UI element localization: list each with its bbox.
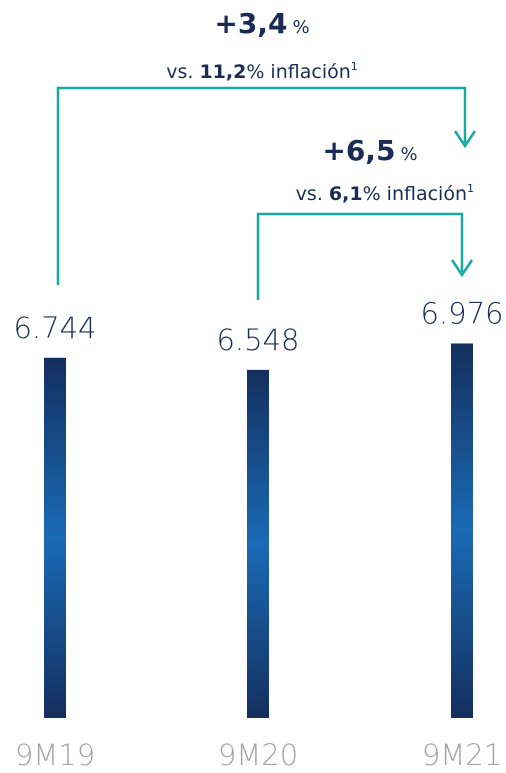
suffix: % inflación xyxy=(246,61,350,83)
bar xyxy=(247,369,269,718)
unit: % xyxy=(293,17,310,38)
unit: % xyxy=(401,144,418,165)
change: +3,4 xyxy=(214,7,287,40)
x-tick-label: 9M19 xyxy=(15,738,95,772)
inflation: 6,1 xyxy=(329,183,363,205)
annotation-inflation: vs. 11,2% inflación1 xyxy=(166,60,358,83)
x-tick-label: 9M20 xyxy=(218,738,298,772)
bar xyxy=(451,343,473,718)
footnote: 1 xyxy=(467,182,474,195)
annotation-inflation: vs. 6,1% inflación1 xyxy=(296,182,474,205)
arrow-head xyxy=(450,259,474,278)
suffix: % inflación xyxy=(363,183,467,205)
arrow xyxy=(56,86,467,285)
change: +6,5 xyxy=(322,134,395,167)
prefix: vs. xyxy=(296,183,323,205)
footnote: 1 xyxy=(351,60,358,73)
prefix: vs. xyxy=(166,61,193,83)
arrow-head xyxy=(453,130,477,149)
annotation-change: +6,5 % xyxy=(322,134,417,167)
annotation-change: +3,4 % xyxy=(214,7,309,40)
bar xyxy=(44,357,66,718)
value-label: 6.548 xyxy=(216,323,299,357)
arrow xyxy=(256,212,464,300)
inflation: 11,2 xyxy=(199,61,246,83)
value-label: 6.744 xyxy=(13,311,96,345)
x-tick-label: 9M21 xyxy=(422,738,502,772)
value-label: 6.976 xyxy=(420,296,503,330)
